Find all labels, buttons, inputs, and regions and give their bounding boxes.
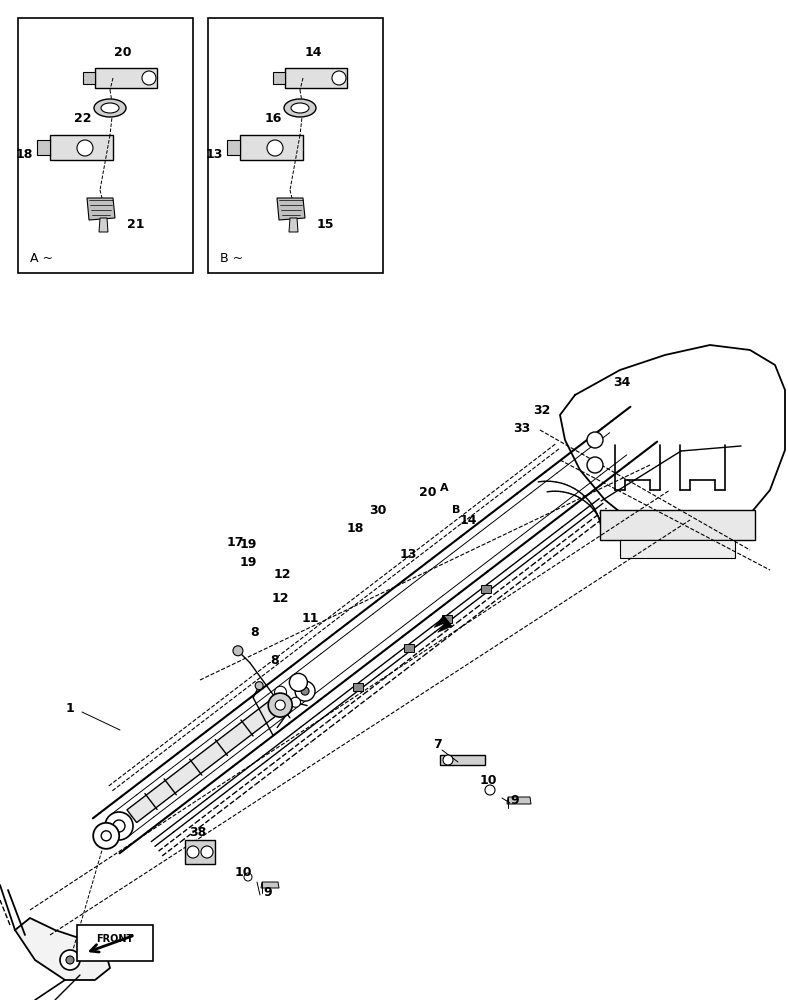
Text: 15: 15	[317, 219, 334, 232]
Text: 12: 12	[271, 591, 288, 604]
Circle shape	[93, 823, 119, 849]
Polygon shape	[289, 218, 298, 232]
Polygon shape	[440, 755, 485, 765]
Circle shape	[267, 140, 283, 156]
Circle shape	[187, 846, 199, 858]
Text: FRONT: FRONT	[96, 934, 134, 944]
Text: 10: 10	[234, 865, 251, 879]
Text: 18: 18	[16, 148, 33, 161]
Circle shape	[295, 681, 315, 701]
Bar	[208, 18, 383, 273]
Circle shape	[60, 950, 80, 970]
Text: 10: 10	[479, 774, 496, 786]
Circle shape	[289, 673, 307, 691]
Polygon shape	[95, 68, 157, 88]
Circle shape	[274, 686, 287, 698]
Circle shape	[101, 831, 111, 841]
Text: 14: 14	[459, 514, 477, 526]
Circle shape	[275, 700, 285, 710]
Circle shape	[105, 812, 133, 840]
Circle shape	[142, 71, 156, 85]
Text: A ~: A ~	[30, 252, 53, 265]
Ellipse shape	[94, 99, 126, 117]
Text: 32: 32	[533, 403, 551, 416]
Text: 19: 19	[240, 538, 257, 552]
Text: 9: 9	[511, 794, 519, 806]
Polygon shape	[227, 140, 240, 155]
Ellipse shape	[291, 103, 309, 113]
Text: 18: 18	[346, 522, 364, 534]
Text: 19: 19	[240, 556, 257, 568]
Polygon shape	[50, 135, 113, 160]
Circle shape	[233, 646, 243, 656]
Circle shape	[332, 71, 346, 85]
Polygon shape	[185, 840, 215, 864]
Circle shape	[485, 785, 495, 795]
Text: 13: 13	[400, 548, 417, 562]
Text: 20: 20	[114, 45, 132, 58]
Circle shape	[244, 873, 252, 881]
Text: 9: 9	[264, 886, 273, 898]
Text: 17: 17	[226, 536, 243, 548]
Polygon shape	[83, 72, 95, 84]
Text: 34: 34	[613, 376, 630, 389]
Text: 1: 1	[65, 702, 74, 714]
Circle shape	[77, 140, 93, 156]
Text: 20: 20	[419, 487, 437, 499]
Text: B ~: B ~	[220, 252, 243, 265]
Polygon shape	[507, 797, 531, 804]
Text: 38: 38	[189, 826, 206, 838]
Text: 13: 13	[206, 148, 223, 161]
Polygon shape	[273, 72, 285, 84]
Polygon shape	[277, 198, 305, 220]
Bar	[18, 18, 193, 273]
Text: 33: 33	[513, 422, 530, 434]
Circle shape	[66, 956, 74, 964]
Polygon shape	[404, 644, 414, 652]
Text: 12: 12	[273, 568, 291, 582]
Bar	[77, 925, 153, 961]
Circle shape	[301, 687, 309, 695]
Circle shape	[587, 432, 603, 448]
Bar	[600, 510, 755, 540]
Polygon shape	[481, 585, 491, 593]
Circle shape	[255, 682, 263, 690]
Polygon shape	[37, 140, 50, 155]
Polygon shape	[434, 615, 448, 628]
Bar	[620, 540, 735, 558]
Circle shape	[201, 846, 213, 858]
Polygon shape	[127, 697, 284, 823]
Polygon shape	[99, 218, 108, 232]
Polygon shape	[261, 882, 279, 888]
Polygon shape	[443, 615, 452, 623]
Circle shape	[291, 697, 300, 707]
Polygon shape	[438, 620, 452, 632]
Ellipse shape	[284, 99, 316, 117]
Text: 8: 8	[251, 626, 259, 639]
Polygon shape	[353, 683, 363, 691]
Polygon shape	[285, 68, 347, 88]
Text: 21: 21	[127, 219, 144, 232]
Circle shape	[268, 693, 292, 717]
Polygon shape	[15, 918, 110, 980]
Circle shape	[113, 820, 125, 832]
Text: 8: 8	[271, 654, 279, 666]
Text: 7: 7	[433, 738, 442, 752]
Polygon shape	[240, 135, 303, 160]
Ellipse shape	[101, 103, 119, 113]
Circle shape	[587, 457, 603, 473]
Text: 16: 16	[264, 111, 281, 124]
Polygon shape	[87, 198, 115, 220]
Text: 30: 30	[370, 504, 387, 516]
Text: A: A	[440, 483, 448, 493]
Circle shape	[443, 755, 453, 765]
Text: B: B	[452, 505, 460, 515]
Text: 14: 14	[304, 45, 322, 58]
Text: 22: 22	[74, 111, 91, 124]
Text: 11: 11	[301, 611, 319, 624]
